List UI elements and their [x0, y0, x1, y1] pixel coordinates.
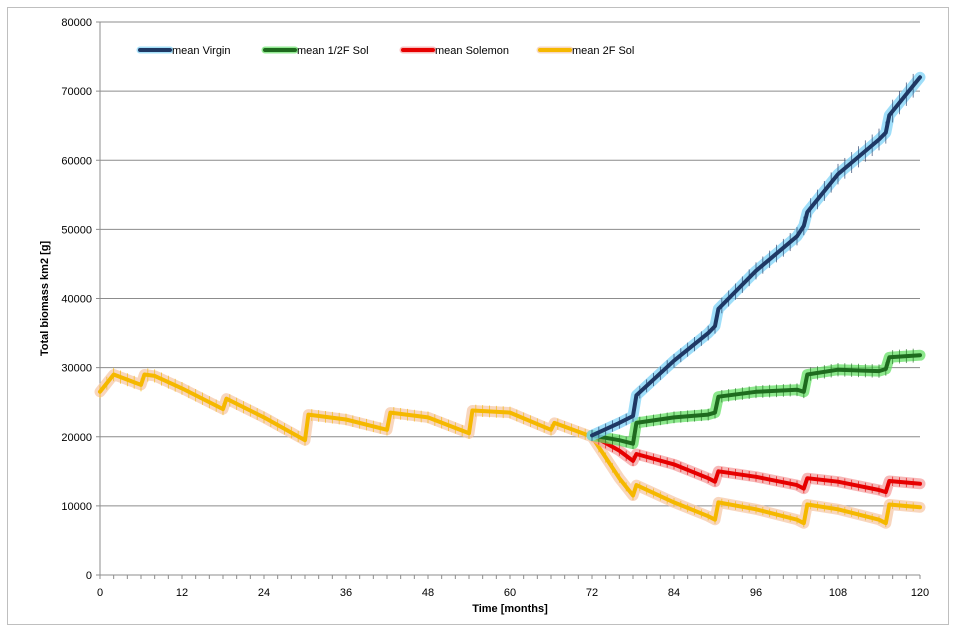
y-tick-label: 60000: [61, 155, 92, 167]
x-tick-labels: 0 12 24 36 48 60 72 84 96 108 120: [97, 587, 929, 599]
y-tick-label: 40000: [61, 294, 92, 306]
series-halo: [94, 369, 926, 529]
y-tick-label: 70000: [61, 86, 92, 98]
x-tick-label: 48: [422, 587, 434, 599]
series-mean-1-2f-sol: [586, 348, 926, 450]
series-group: [94, 71, 926, 529]
legend-label: mean Virgin: [172, 45, 231, 57]
y-tick-labels: 0 10000 20000 30000 40000 50000 60000 70000 8000…: [61, 17, 92, 582]
y-axis-title: Total biomass km2 [g]: [39, 241, 51, 357]
legend-entry: mean Virgin: [136, 45, 231, 57]
legend-entry: mean Solemon: [399, 45, 509, 57]
y-tick-label: 80000: [61, 17, 92, 29]
x-tick-label: 36: [340, 587, 352, 599]
legend-label: mean 1/2F Sol: [297, 45, 369, 57]
x-tick-label: 0: [97, 587, 103, 599]
legend-entry: mean 2F Sol: [536, 45, 634, 57]
series-mean-solemon: [586, 429, 926, 498]
y-tick-label: 50000: [61, 224, 92, 236]
series-mean-2f-sol: [94, 367, 926, 529]
legend: mean Virgin mean 1/2F Sol mean Solemon mean…: [136, 45, 634, 57]
x-tick-label: 24: [258, 587, 270, 599]
legend-label: mean 2F Sol: [572, 45, 634, 57]
x-tick-label: 108: [829, 587, 847, 599]
y-tick-label: 0: [86, 570, 92, 582]
x-tick-label: 96: [750, 587, 762, 599]
x-tick-label: 12: [176, 587, 188, 599]
series-line: [98, 372, 922, 526]
legend-label: mean Solemon: [435, 45, 509, 57]
gridlines: [100, 21, 920, 507]
series-mean-virgin: [586, 71, 926, 441]
legend-entry: mean 1/2F Sol: [261, 45, 369, 57]
series-line: [590, 75, 922, 438]
y-tick-label: 10000: [61, 501, 92, 513]
x-axis-title: Time [months]: [472, 603, 548, 615]
axes: [96, 21, 921, 579]
x-tick-label: 60: [504, 587, 516, 599]
x-tick-label: 120: [911, 587, 929, 599]
y-tick-label: 30000: [61, 363, 92, 375]
x-tick-label: 84: [668, 587, 680, 599]
y-tick-label: 20000: [61, 432, 92, 444]
series-halo: [586, 71, 926, 441]
x-tick-label: 72: [586, 587, 598, 599]
